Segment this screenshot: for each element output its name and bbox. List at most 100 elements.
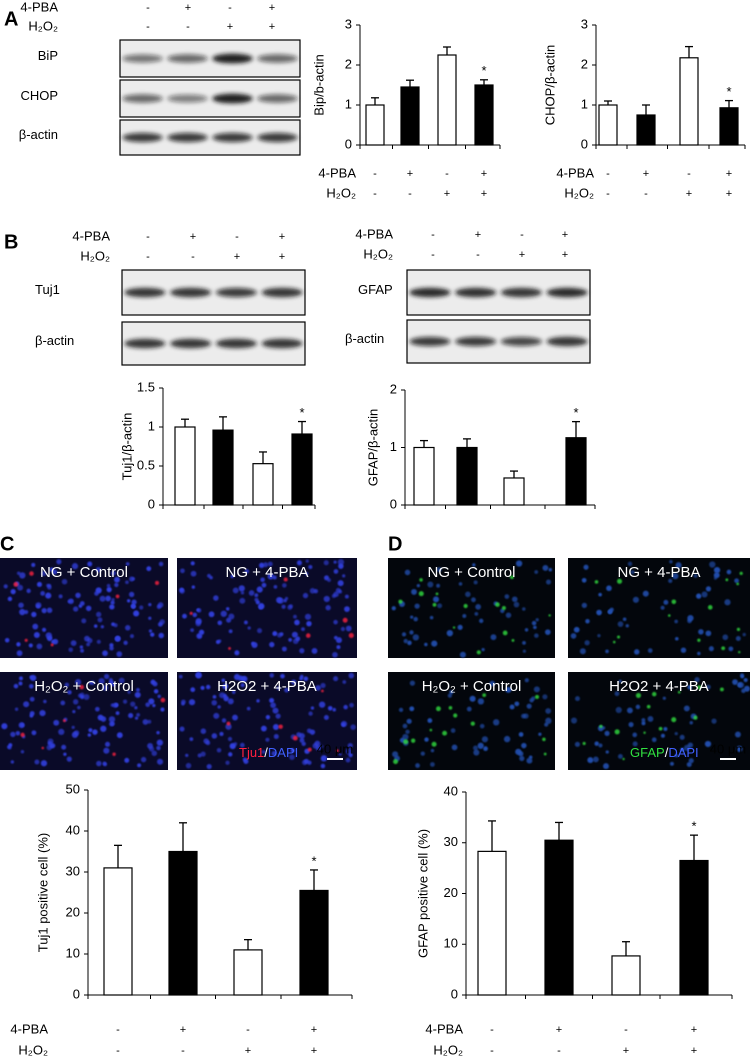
nucleus: [147, 719, 152, 724]
blot-band: [170, 338, 212, 349]
bar: [437, 54, 457, 146]
stained-cell: [594, 580, 599, 584]
y-axis-label: CHOP/β-actin: [542, 45, 557, 125]
nucleus: [726, 569, 732, 575]
micrograph: [388, 672, 555, 770]
nucleus: [151, 750, 158, 757]
nucleus: [293, 614, 297, 619]
y-tick-label: 0.5: [137, 457, 155, 472]
nucleus: [39, 709, 46, 717]
nucleus: [526, 703, 532, 709]
nucleus: [140, 756, 147, 763]
condition-sign: +: [556, 1024, 562, 1036]
nucleus: [479, 618, 484, 624]
nucleus: [597, 633, 601, 638]
band-label: β-actin: [35, 333, 74, 348]
nucleus: [741, 688, 746, 694]
nucleus: [239, 597, 246, 604]
nucleus: [254, 597, 259, 602]
nucleus: [127, 690, 131, 694]
nucleus: [342, 574, 346, 578]
nucleus: [265, 715, 271, 720]
condition-sign: -: [624, 1024, 628, 1036]
nucleus: [663, 726, 668, 731]
nucleus: [86, 642, 91, 647]
nucleus: [713, 572, 720, 579]
nucleus: [349, 702, 354, 708]
stained-cell: [501, 606, 506, 611]
nucleus: [41, 570, 47, 577]
blot-band: [167, 94, 208, 103]
condition-sign: +: [279, 251, 285, 263]
stained-cell: [431, 741, 437, 747]
nucleus: [343, 704, 348, 710]
nucleus: [192, 612, 198, 618]
nucleus: [338, 752, 342, 756]
nucleus: [596, 609, 602, 616]
stained-cell: [622, 757, 625, 761]
nucleus: [524, 628, 529, 632]
nucleus: [430, 748, 435, 753]
nucleus: [10, 760, 15, 764]
nucleus: [75, 592, 81, 599]
stained-cell: [543, 752, 547, 756]
bar: [474, 84, 494, 146]
nucleus: [310, 706, 315, 710]
nucleus: [404, 569, 411, 576]
nucleus: [522, 607, 526, 611]
condition-sign: +: [269, 2, 275, 14]
stained-cell: [476, 650, 481, 655]
blot-band: [257, 54, 298, 63]
nucleus: [217, 620, 223, 626]
bar: [477, 850, 507, 996]
condition-sign: +: [562, 249, 568, 261]
condition-sign: -: [490, 1024, 494, 1036]
nucleus: [617, 753, 623, 759]
stained-cell: [736, 582, 740, 586]
nucleus: [96, 639, 101, 644]
nucleus: [313, 589, 319, 594]
nucleus: [462, 614, 467, 618]
stained-cell: [736, 627, 741, 632]
condition-label: 4-PBA: [318, 165, 356, 180]
nucleus: [179, 726, 185, 732]
condition-label: H₂O₂: [80, 248, 110, 263]
condition-sign: -: [373, 168, 377, 180]
nucleus: [479, 723, 485, 729]
nucleus: [150, 632, 155, 637]
band-label: BiP: [38, 48, 58, 63]
condition-sign: -: [228, 2, 232, 14]
nucleus: [84, 635, 90, 642]
stained-cell: [393, 759, 399, 765]
nucleus: [56, 559, 62, 565]
nucleus: [111, 682, 116, 687]
condition-sign: -: [191, 251, 195, 263]
nucleus: [153, 689, 159, 694]
nucleus: [15, 730, 21, 736]
nucleus: [409, 706, 415, 712]
nucleus: [679, 734, 685, 740]
condition-sign: +: [234, 251, 240, 263]
nucleus: [308, 564, 313, 570]
stained-cell: [693, 715, 698, 720]
nucleus: [69, 599, 74, 603]
y-axis-label: Tuj1 positive cell (%): [35, 833, 50, 952]
nucleus: [156, 730, 160, 735]
stained-cell: [62, 719, 66, 723]
nucleus: [534, 570, 539, 574]
nucleus: [190, 628, 194, 633]
nucleus: [668, 578, 673, 583]
nucleus: [157, 694, 161, 699]
nucleus: [575, 696, 580, 702]
nucleus: [289, 754, 295, 761]
counterstain-name: DAPI: [268, 745, 298, 760]
nucleus: [18, 681, 23, 686]
nucleus: [124, 757, 130, 763]
nucleus: [159, 619, 165, 625]
nucleus: [16, 642, 21, 647]
nucleus: [688, 758, 694, 764]
nucleus: [195, 618, 202, 625]
nucleus: [70, 640, 77, 647]
y-axis-label: Bip/b-actin: [311, 54, 326, 115]
nucleus: [73, 699, 79, 705]
